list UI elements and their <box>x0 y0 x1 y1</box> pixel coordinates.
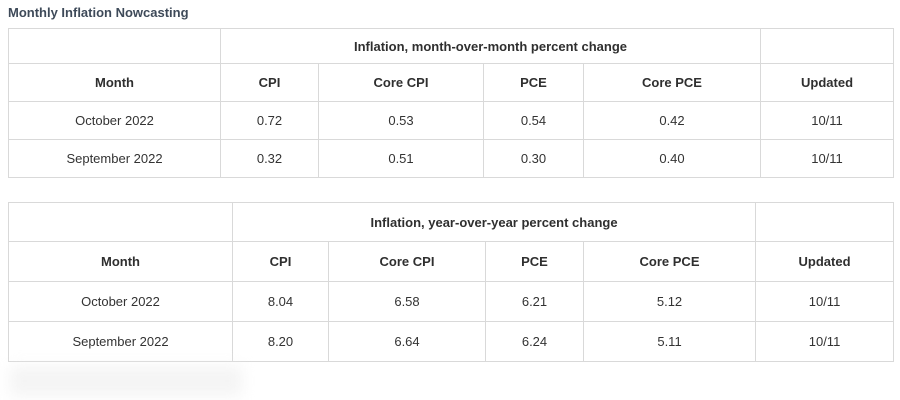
table-row: September 2022 8.20 6.64 6.24 5.11 10/11 <box>8 321 895 362</box>
core-cpi-cell: 6.58 <box>328 281 486 322</box>
column-header-updated: Updated <box>760 63 895 102</box>
column-header-pce: PCE <box>485 241 584 282</box>
pce-cell: 6.24 <box>485 321 584 362</box>
blurred-content-smudge <box>10 366 242 396</box>
month-cell: September 2022 <box>8 139 221 178</box>
column-header-core-cpi: Core CPI <box>328 241 486 282</box>
mom-group-header-row: Inflation, month-over-month percent chan… <box>8 28 895 64</box>
table-row: September 2022 0.32 0.51 0.30 0.40 10/11 <box>8 139 895 178</box>
yoy-inflation-table: Inflation, year-over-year percent change… <box>8 202 895 362</box>
month-cell: October 2022 <box>8 101 221 140</box>
cpi-cell: 0.72 <box>220 101 319 140</box>
yoy-column-header-row: Month CPI Core CPI PCE Core PCE Updated <box>8 241 895 282</box>
column-header-core-pce: Core PCE <box>582 241 757 282</box>
column-header-pce: PCE <box>483 63 584 102</box>
core-pce-cell: 0.42 <box>582 101 762 140</box>
column-header-month: Month <box>8 241 233 282</box>
table-row: October 2022 8.04 6.58 6.21 5.12 10/11 <box>8 281 895 322</box>
updated-cell: 10/11 <box>760 101 895 140</box>
updated-cell: 10/11 <box>755 281 895 322</box>
core-pce-cell: 5.12 <box>582 281 757 322</box>
core-cpi-cell: 6.64 <box>328 321 486 362</box>
empty-cell <box>8 28 221 64</box>
mom-column-header-row: Month CPI Core CPI PCE Core PCE Updated <box>8 63 895 102</box>
column-header-cpi: CPI <box>220 63 319 102</box>
month-cell: October 2022 <box>8 281 233 322</box>
pce-cell: 0.54 <box>483 101 584 140</box>
core-cpi-cell: 0.53 <box>318 101 484 140</box>
yoy-group-header-row: Inflation, year-over-year percent change <box>8 202 895 242</box>
month-cell: September 2022 <box>8 321 233 362</box>
empty-cell <box>8 202 233 242</box>
cpi-cell: 0.32 <box>220 139 319 178</box>
cpi-cell: 8.20 <box>232 321 329 362</box>
column-header-cpi: CPI <box>232 241 329 282</box>
column-header-core-pce: Core PCE <box>582 63 762 102</box>
cpi-cell: 8.04 <box>232 281 329 322</box>
pce-cell: 0.30 <box>483 139 584 178</box>
column-header-core-cpi: Core CPI <box>318 63 484 102</box>
column-header-month: Month <box>8 63 221 102</box>
column-header-updated: Updated <box>755 241 895 282</box>
updated-cell: 10/11 <box>755 321 895 362</box>
table-row: October 2022 0.72 0.53 0.54 0.42 10/11 <box>8 101 895 140</box>
updated-cell: 10/11 <box>760 139 895 178</box>
page-title: Monthly Inflation Nowcasting <box>8 5 189 20</box>
yoy-group-header: Inflation, year-over-year percent change <box>231 202 757 242</box>
mom-group-header: Inflation, month-over-month percent chan… <box>219 28 762 64</box>
core-cpi-cell: 0.51 <box>318 139 484 178</box>
core-pce-cell: 0.40 <box>582 139 762 178</box>
empty-cell <box>760 28 895 64</box>
pce-cell: 6.21 <box>485 281 584 322</box>
empty-cell <box>755 202 895 242</box>
mom-inflation-table: Inflation, month-over-month percent chan… <box>8 28 895 178</box>
core-pce-cell: 5.11 <box>582 321 757 362</box>
